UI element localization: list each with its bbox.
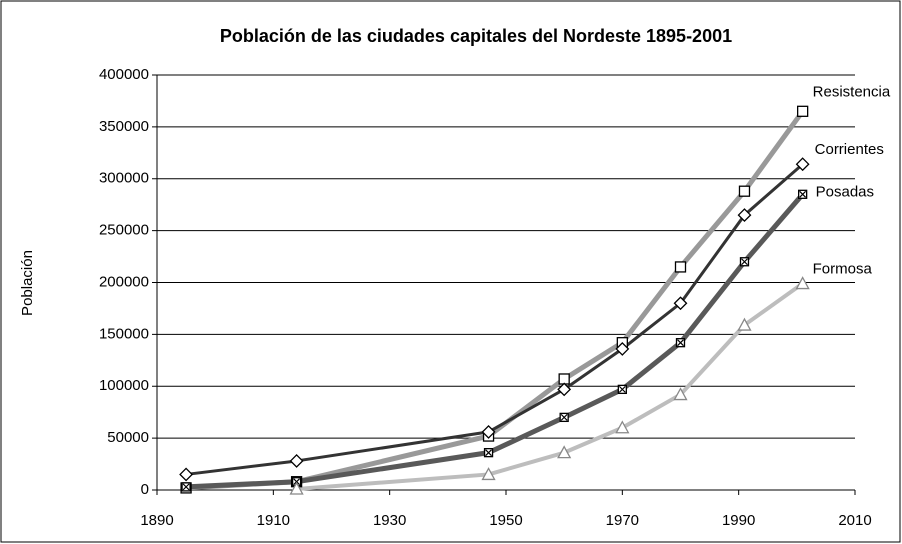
marker — [738, 185, 751, 197]
y-tick-label: 150000 — [99, 325, 149, 342]
series-label: Posadas — [816, 183, 874, 200]
marker-cross — [485, 449, 492, 457]
marker — [673, 387, 688, 401]
marker-cross — [560, 413, 568, 421]
marker-cross — [182, 483, 190, 491]
marker — [557, 382, 572, 397]
marker — [615, 420, 630, 434]
series-label: Formosa — [813, 261, 873, 278]
marker — [797, 105, 809, 117]
marker — [615, 341, 630, 356]
marker — [481, 424, 496, 439]
series-label: Corrientes — [815, 141, 884, 158]
series-line — [185, 163, 804, 476]
series-line — [185, 192, 805, 490]
y-tick-label: 200000 — [99, 273, 149, 290]
marker — [289, 481, 304, 495]
x-tick-label: 1930 — [373, 512, 406, 529]
x-tick-label: 1990 — [722, 512, 755, 529]
marker — [179, 467, 194, 482]
marker — [673, 296, 688, 311]
x-tick-label: 1910 — [257, 512, 290, 529]
y-tick-label: 350000 — [99, 118, 149, 135]
y-tick-label: 0 — [141, 481, 149, 498]
marker — [289, 454, 304, 468]
marker — [795, 157, 810, 172]
marker — [674, 261, 687, 273]
marker — [795, 276, 810, 290]
series-label: Resistencia — [813, 83, 891, 100]
chart-title: Población de las ciudades capitales del … — [220, 26, 732, 46]
y-tick-label: 250000 — [99, 222, 149, 239]
x-tick-label: 2010 — [838, 512, 871, 529]
marker — [557, 445, 572, 459]
marker-cross — [799, 190, 807, 198]
y-tick-label: 400000 — [99, 66, 149, 83]
y-axis-label: Población — [19, 250, 36, 316]
y-tick-label: 50000 — [107, 429, 149, 446]
marker — [737, 317, 752, 331]
x-tick-label: 1890 — [140, 512, 173, 529]
marker-cross — [618, 385, 626, 393]
marker — [481, 467, 496, 481]
marker-cross — [677, 339, 684, 347]
x-tick-label: 1970 — [606, 512, 639, 529]
x-tick-label: 1950 — [489, 512, 522, 529]
marker-cross — [741, 258, 748, 266]
marker — [737, 208, 752, 222]
series-line — [185, 109, 805, 491]
y-tick-label: 100000 — [99, 377, 149, 394]
y-tick-label: 300000 — [99, 170, 149, 187]
